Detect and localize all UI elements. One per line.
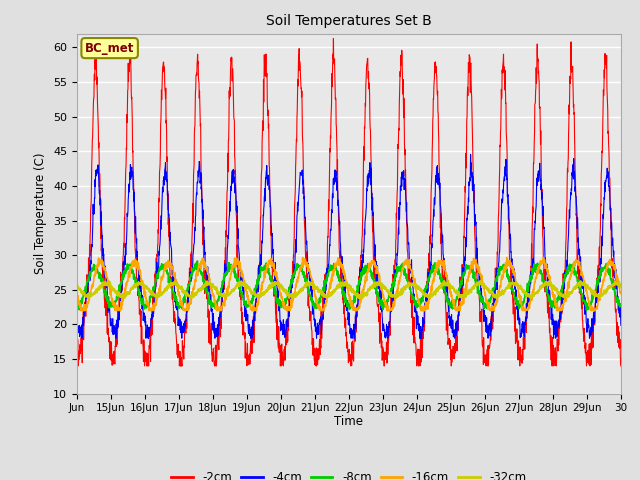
-16cm [101, 265, 109, 271]
-32cm [100, 279, 108, 285]
-2cm [617, 363, 625, 369]
-4cm [602, 179, 609, 184]
-2cm [73, 338, 81, 344]
Line: -4cm: -4cm [77, 155, 621, 338]
Y-axis label: Soil Temperature (C): Soil Temperature (C) [35, 153, 47, 275]
-16cm [338, 264, 346, 270]
-32cm [323, 294, 331, 300]
-2cm [338, 263, 346, 269]
-2cm [602, 61, 609, 67]
Line: -2cm: -2cm [77, 38, 621, 366]
-8cm [582, 307, 590, 313]
-4cm [73, 326, 81, 332]
-4cm [502, 166, 509, 172]
-4cm [467, 152, 474, 157]
-8cm [323, 272, 331, 278]
-16cm [77, 308, 84, 313]
-8cm [100, 290, 108, 296]
-32cm [358, 296, 366, 301]
-32cm [502, 286, 509, 292]
-32cm [617, 282, 625, 288]
-4cm [323, 265, 331, 271]
-2cm [330, 36, 337, 41]
Line: -8cm: -8cm [77, 261, 621, 310]
-4cm [602, 178, 609, 183]
-4cm [101, 275, 109, 280]
Legend: -2cm, -4cm, -8cm, -16cm, -32cm: -2cm, -4cm, -8cm, -16cm, -32cm [166, 466, 531, 480]
-16cm [540, 254, 547, 260]
-16cm [73, 287, 81, 292]
Title: Soil Temperatures Set B: Soil Temperatures Set B [266, 14, 431, 28]
-8cm [602, 265, 609, 271]
-2cm [74, 363, 82, 369]
-8cm [602, 263, 609, 269]
-16cm [602, 270, 609, 276]
-8cm [502, 266, 509, 272]
-32cm [337, 281, 345, 287]
-32cm [73, 282, 81, 288]
-32cm [602, 289, 609, 295]
Line: -16cm: -16cm [77, 257, 621, 311]
-32cm [440, 278, 448, 284]
-32cm [602, 290, 609, 296]
-2cm [101, 284, 109, 289]
-16cm [617, 291, 625, 297]
-16cm [502, 262, 509, 267]
-2cm [502, 100, 509, 106]
-4cm [78, 336, 86, 341]
Text: BC_met: BC_met [85, 42, 134, 55]
-16cm [323, 295, 331, 300]
Line: -32cm: -32cm [77, 281, 621, 299]
-8cm [338, 281, 346, 287]
-2cm [323, 270, 331, 276]
-8cm [193, 258, 201, 264]
-2cm [602, 55, 609, 61]
-8cm [73, 301, 81, 307]
-8cm [617, 302, 625, 308]
-16cm [602, 273, 609, 279]
-4cm [338, 260, 346, 266]
X-axis label: Time: Time [334, 415, 364, 428]
-4cm [617, 323, 625, 328]
